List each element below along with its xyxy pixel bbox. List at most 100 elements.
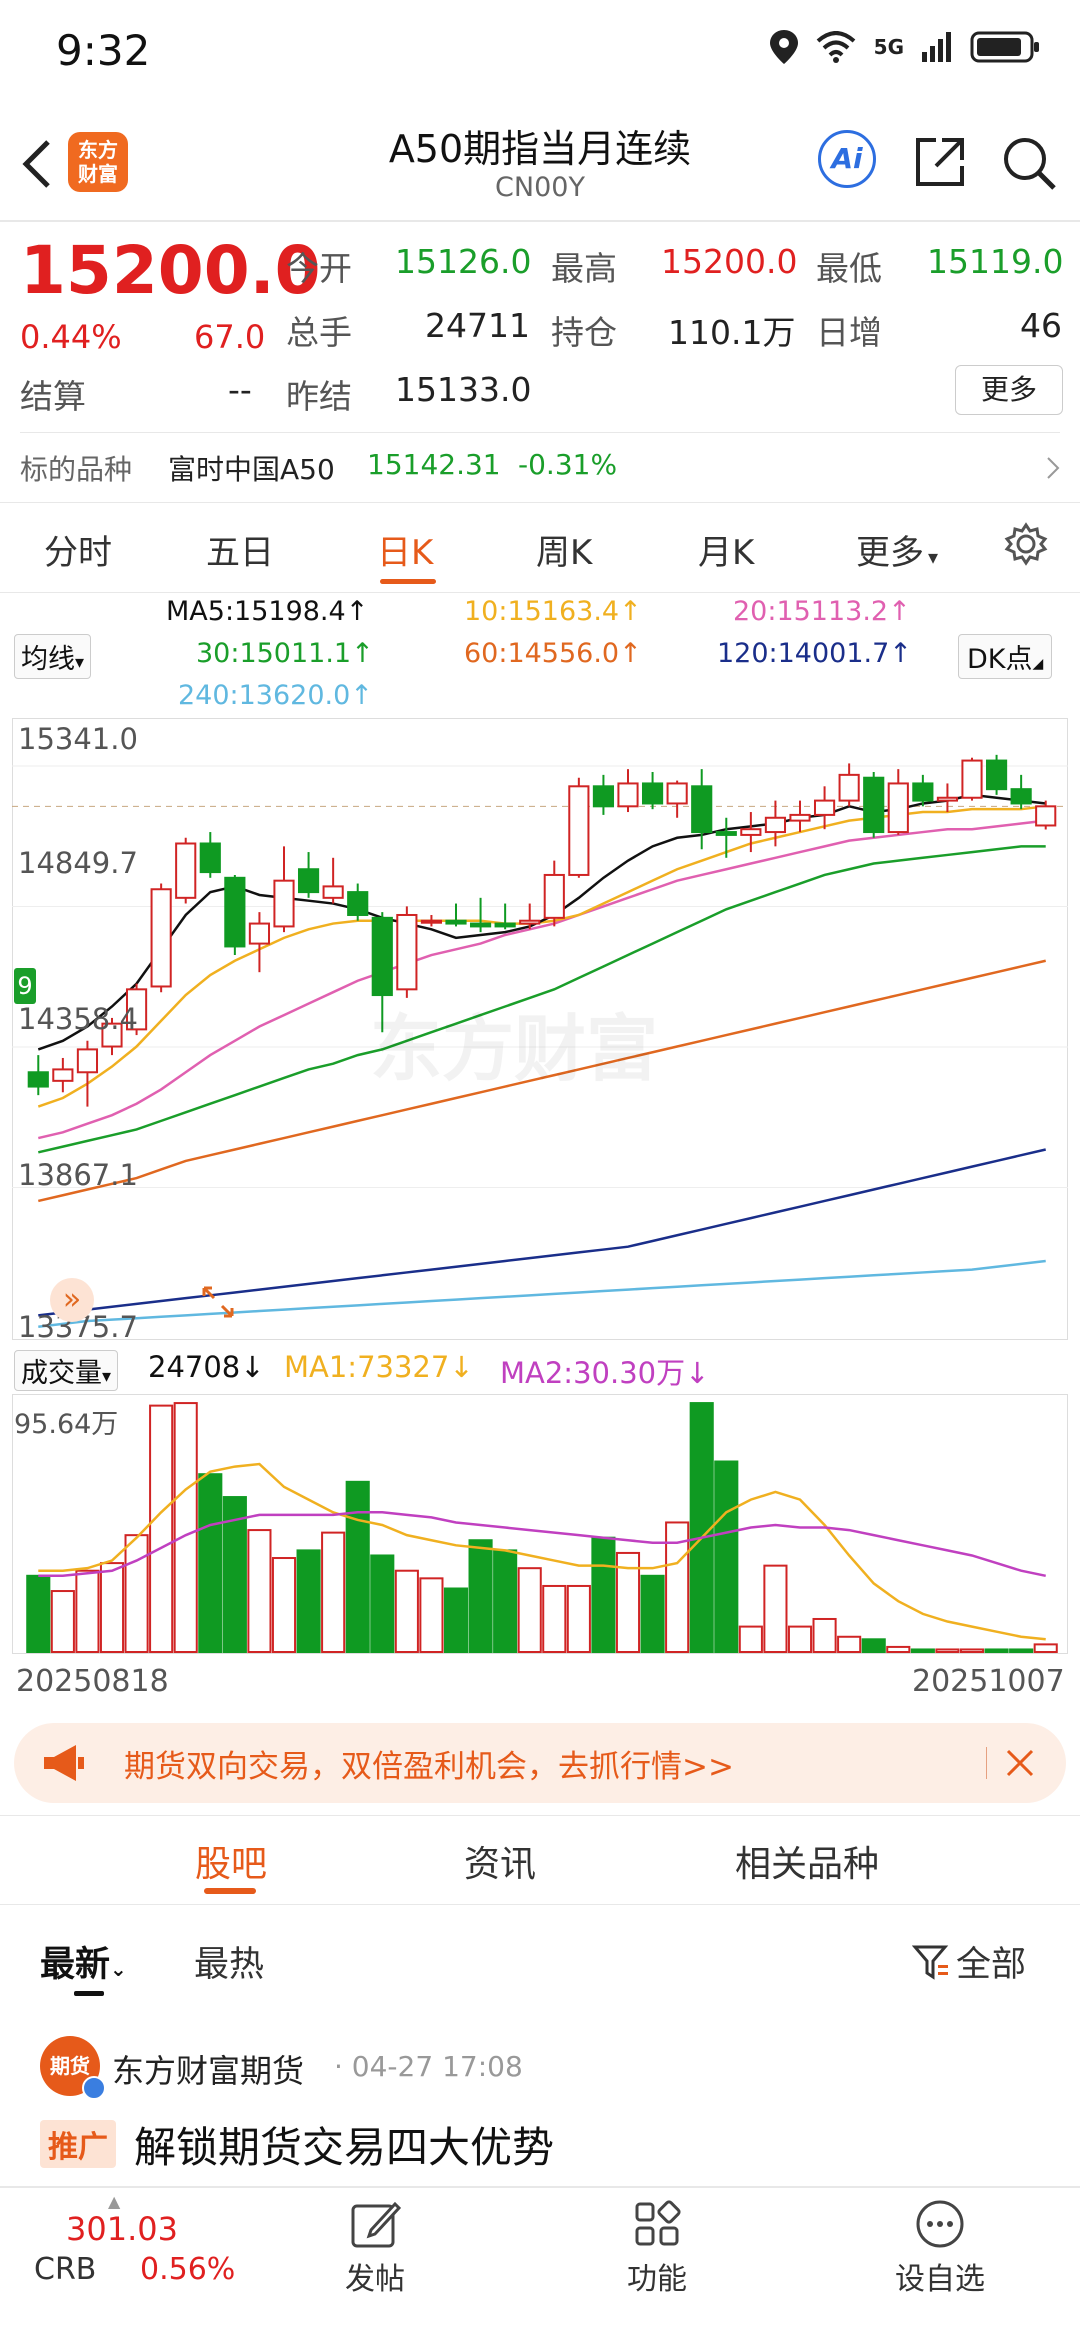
back-icon[interactable] — [18, 138, 58, 190]
volume-bar — [689, 1402, 714, 1653]
dk-button[interactable]: DK点◢ — [958, 634, 1053, 679]
volume-bar — [910, 1648, 935, 1654]
header-divider — [0, 220, 1080, 222]
volume-bar — [443, 1587, 469, 1653]
candle-body — [813, 799, 836, 816]
underlying-label: 标的品种 — [20, 453, 133, 486]
tab-related[interactable]: 相关品种 — [735, 1844, 880, 1885]
candle-body — [936, 796, 959, 802]
underlying-price: 15142.31 — [367, 448, 501, 481]
candle-body — [322, 885, 344, 899]
ai-label: Ai — [831, 142, 863, 175]
promo-banner[interactable]: 期货双向交易，双倍盈利机会，去抓行情>> — [14, 1723, 1066, 1803]
filter-button[interactable]: 全部 — [912, 1936, 1026, 1987]
ma120-line — [38, 1148, 1046, 1317]
high-value: 15200.0 — [661, 242, 798, 281]
volume-bar — [566, 1584, 591, 1654]
candle-body — [150, 888, 172, 988]
candle-body — [519, 919, 541, 925]
add-watchlist-button[interactable]: 设自选 — [880, 2188, 1000, 2298]
post-author[interactable]: 东方财富期货 — [112, 2052, 305, 2090]
ai-button[interactable]: Ai — [818, 130, 876, 188]
expand-icon[interactable] — [200, 1284, 236, 1320]
volume-bar — [886, 1645, 911, 1653]
candle-body — [76, 1048, 99, 1074]
volume-bar — [935, 1648, 960, 1654]
volume-bar — [149, 1404, 174, 1654]
ma5-value: MA5:15198.4↑ — [166, 596, 369, 627]
ma-selector[interactable]: 均线▾ — [14, 634, 92, 679]
crb-value: 301.03 — [66, 2210, 178, 2248]
volume-bar — [763, 1564, 788, 1653]
price-tick-3: 14358.4 — [18, 1002, 138, 1036]
prev-settle-value: 15133.0 — [395, 370, 532, 409]
filter-label: 全部 — [956, 1945, 1027, 1985]
change-pct: 0.44% — [20, 318, 122, 356]
more-button[interactable]: 更多 — [955, 365, 1063, 415]
oi-label: 持仓 — [551, 313, 617, 352]
post-title[interactable]: 解锁期货交易四大优势 — [134, 2123, 555, 2172]
volume-bar — [837, 1635, 862, 1653]
volume-chart[interactable] — [12, 1394, 1068, 1654]
candle-body — [494, 922, 516, 928]
volume-bar — [173, 1402, 198, 1653]
candle-body — [838, 773, 860, 802]
volume-max-label: 95.64万 — [14, 1409, 119, 1440]
underlying-divider — [0, 502, 1080, 503]
tab-forum[interactable]: 股吧 — [195, 1844, 268, 1885]
start-date: 20250818 — [16, 1664, 169, 1699]
search-icon[interactable] — [1000, 134, 1058, 192]
gear-icon[interactable] — [1004, 522, 1048, 566]
volume-bar — [370, 1554, 395, 1653]
volume-ma2: MA2:30.30万↓ — [500, 1356, 710, 1390]
prev-settle-label: 昨结 — [286, 377, 352, 416]
tab-monthly-k[interactable]: 月K — [698, 533, 755, 573]
candle-body — [715, 831, 737, 836]
tab-more[interactable]: 更多 ▾ — [856, 525, 938, 574]
volume-bar — [394, 1569, 419, 1653]
tab-daily-k[interactable]: 日K — [377, 533, 434, 573]
volume-bar — [345, 1480, 370, 1653]
function-button[interactable]: 功能 — [612, 2188, 702, 2298]
ma10-value: 10:15163.4↑ — [464, 596, 642, 627]
low-value: 15119.0 — [927, 242, 1064, 281]
tab-five-day[interactable]: 五日 — [206, 533, 274, 573]
chart-frame — [12, 718, 1068, 1340]
volume-bar — [984, 1648, 1009, 1654]
candle-body — [912, 782, 934, 802]
close-icon[interactable] — [1004, 1747, 1036, 1779]
tab-weekly-k[interactable]: 周K — [536, 533, 593, 573]
tab-more-label: 更多 — [856, 533, 924, 573]
caret-up-icon: ▲ — [108, 2192, 121, 2211]
volume-selector[interactable]: 成交量▾ — [14, 1350, 119, 1391]
tab-timeshare[interactable]: 分时 — [44, 533, 112, 573]
price-chart[interactable] — [12, 718, 1068, 1340]
share-icon[interactable] — [912, 134, 968, 190]
candle-body — [985, 759, 1008, 791]
price-tick-2: 14849.7 — [18, 846, 138, 880]
change-value: 67.0 — [194, 318, 266, 356]
sort-hot[interactable]: 最热 — [194, 1945, 265, 1985]
side-badge[interactable]: 9 — [14, 968, 36, 1004]
tab-news[interactable]: 资讯 — [464, 1844, 537, 1885]
candle-body — [273, 879, 295, 928]
page-title: A50期指当月连续 — [388, 127, 692, 171]
candle-body — [887, 782, 909, 834]
avatar-label: 期货 — [50, 2054, 90, 2078]
ma120-value: 120:14001.7↑ — [717, 638, 912, 669]
volume-bar — [640, 1574, 665, 1653]
tabs-divider — [0, 592, 1080, 593]
chevron-right-icon — [1047, 457, 1060, 479]
corner-icon: ◢ — [1032, 656, 1044, 672]
double-chevron-icon[interactable]: » — [50, 1278, 94, 1322]
crb-widget[interactable]: ▲ 301.03 CRB 0.56% — [20, 2188, 240, 2338]
price-tick-1: 15341.0 — [18, 722, 138, 756]
post-button[interactable]: 发帖 — [330, 2188, 420, 2298]
ma30-value: 30:15011.1↑ — [196, 638, 374, 669]
candle-body — [1035, 805, 1057, 827]
sort-latest[interactable]: 最新⌄ — [40, 1936, 127, 1987]
volume-bar — [296, 1549, 321, 1653]
avatar[interactable]: 期货 — [40, 2036, 100, 2096]
more-circle-icon — [916, 2200, 964, 2248]
end-date: 20251007 — [912, 1664, 1065, 1699]
